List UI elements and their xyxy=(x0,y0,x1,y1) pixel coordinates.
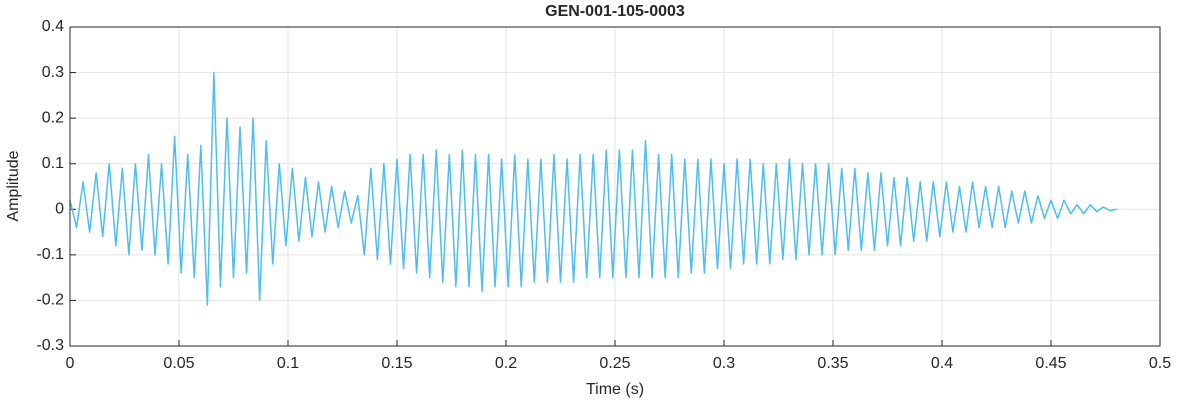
y-tick-label: 0.3 xyxy=(42,64,64,81)
x-tick-label: 0.1 xyxy=(277,355,299,372)
y-tick-label: 0.1 xyxy=(42,155,64,172)
y-tick-label: 0.2 xyxy=(42,109,64,126)
x-tick-label: 0.45 xyxy=(1035,355,1066,372)
y-tick-label: -0.2 xyxy=(36,292,64,309)
y-tick-label: 0.4 xyxy=(42,18,64,35)
y-tick-label: 0 xyxy=(55,201,64,218)
chart-title: GEN-001-105-0003 xyxy=(545,3,685,20)
y-tick-label: -0.1 xyxy=(36,246,64,263)
x-tick-label: 0.4 xyxy=(931,355,953,372)
x-tick-label: 0.5 xyxy=(1149,355,1171,372)
x-tick-label: 0.3 xyxy=(713,355,735,372)
y-axis-label: Amplitude xyxy=(5,150,22,221)
x-tick-label: 0.05 xyxy=(163,355,194,372)
waveform-line xyxy=(69,71,1117,306)
x-tick-label: 0.25 xyxy=(599,355,630,372)
x-tick-label: 0.35 xyxy=(817,355,848,372)
x-axis-label: Time (s) xyxy=(586,381,644,398)
x-tick-label: 0.2 xyxy=(495,355,517,372)
x-tick-label: 0 xyxy=(66,355,75,372)
y-tick-label: -0.3 xyxy=(36,337,64,354)
plot-frame xyxy=(69,26,1161,347)
x-tick-label: 0.15 xyxy=(381,355,412,372)
